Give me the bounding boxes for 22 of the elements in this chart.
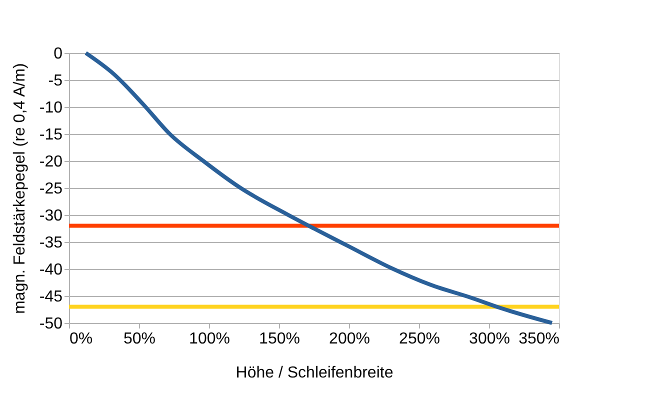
y-tick-label: -35 bbox=[39, 234, 63, 252]
y-tick-label: -30 bbox=[39, 208, 63, 224]
y-tick-label: -40 bbox=[39, 262, 63, 278]
y-tick-label: -25 bbox=[39, 180, 63, 198]
x-tick-label: 350% bbox=[518, 330, 560, 348]
y-tick-label: 0 bbox=[54, 46, 63, 62]
y-tick-label: -5 bbox=[48, 72, 63, 90]
y-tick-label: -10 bbox=[39, 100, 63, 116]
y-axis-title: magn. Feldstärkepegel (re 0,4 A/m) bbox=[11, 63, 28, 314]
x-tick-label: 0% bbox=[70, 330, 93, 348]
x-tick-label: 300% bbox=[469, 330, 510, 348]
x-tick-label: 150% bbox=[259, 330, 300, 348]
x-tick-label: 200% bbox=[329, 330, 370, 348]
y-tick-label: -45 bbox=[39, 288, 63, 306]
line-series bbox=[84, 51, 554, 325]
x-tick-label: 250% bbox=[399, 330, 440, 348]
y-tick-label: -50 bbox=[39, 316, 63, 332]
x-tick-label: 50% bbox=[123, 330, 156, 348]
y-tick-label: -20 bbox=[39, 154, 63, 170]
x-tick-label: 100% bbox=[189, 330, 230, 348]
x-axis-title: Höhe / Schleifenbreite bbox=[236, 364, 394, 382]
y-tick-label: -15 bbox=[39, 126, 63, 144]
